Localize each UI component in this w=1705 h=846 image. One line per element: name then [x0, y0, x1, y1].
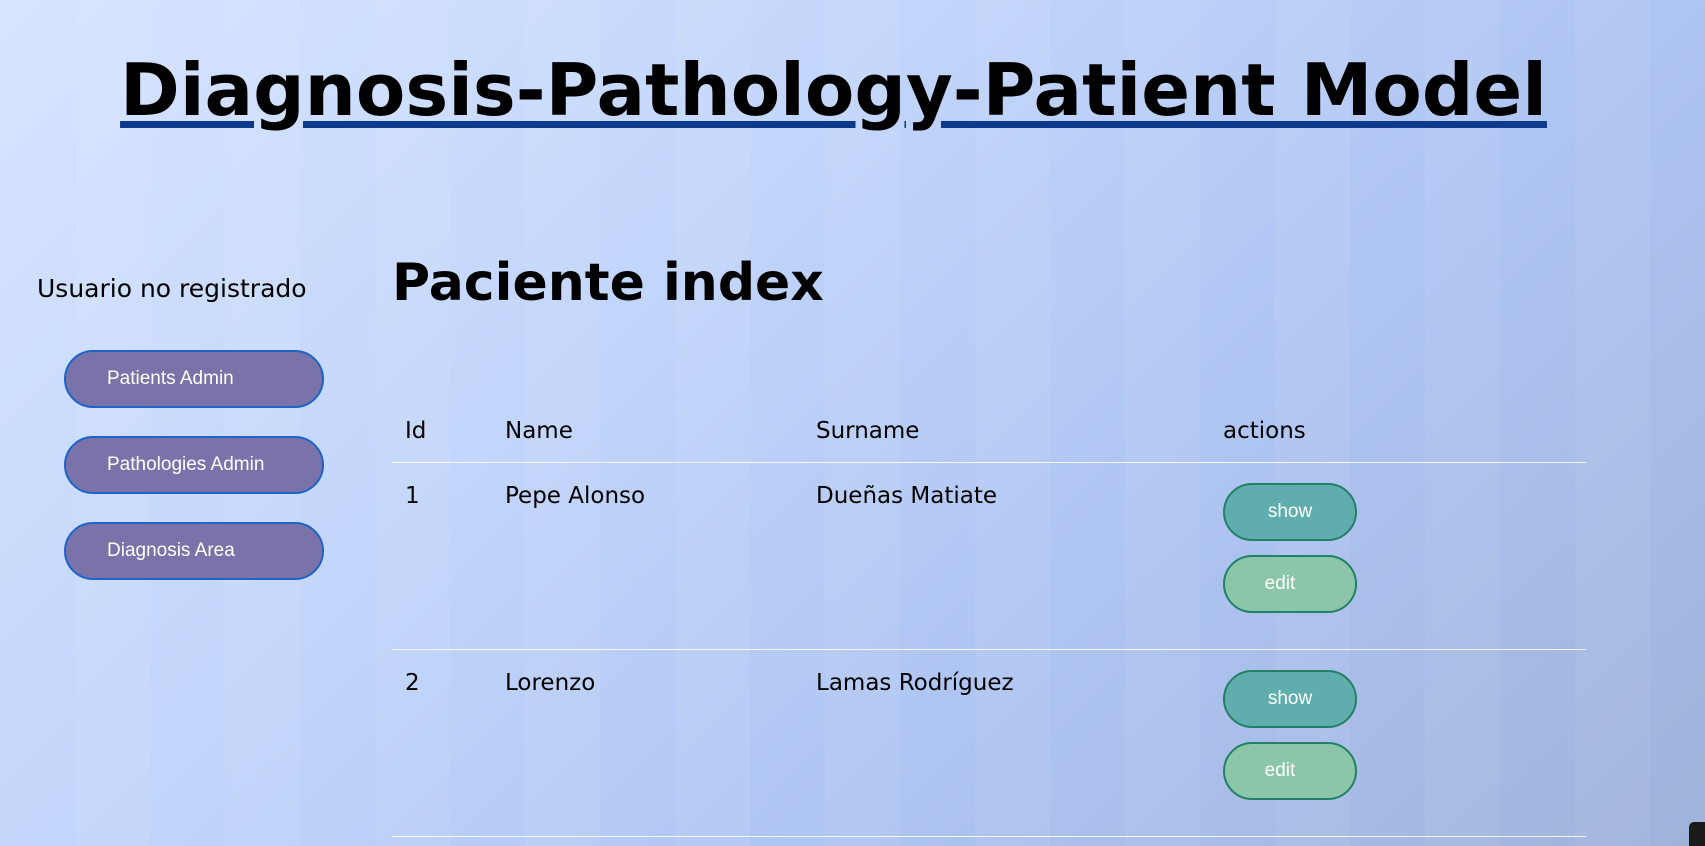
cell-id: 2: [392, 649, 492, 837]
scrollbar-corner[interactable]: [1689, 822, 1705, 846]
main-content: Paciente index Id Name Surname actions 1…: [392, 250, 1586, 837]
patients-table: Id Name Surname actions 1 Pepe Alonso Du…: [392, 400, 1586, 837]
table-row: 1 Pepe Alonso Dueñas Matiate show edit: [392, 462, 1586, 650]
table-header-row: Id Name Surname actions: [392, 400, 1586, 463]
cell-actions: show edit: [1210, 649, 1586, 837]
column-header-actions: actions: [1210, 400, 1586, 463]
site-title-link[interactable]: Diagnosis-Pathology-Patient Model: [120, 48, 1547, 132]
cell-name: Pepe Alonso: [492, 462, 803, 650]
pathologies-admin-button[interactable]: Pathologies Admin: [64, 436, 324, 494]
cell-surname: Lamas Rodríguez: [803, 649, 1210, 837]
column-header-name: Name: [492, 400, 803, 463]
site-title: Diagnosis-Pathology-Patient Model: [0, 46, 1705, 134]
page-title: Paciente index: [392, 253, 824, 313]
diagnosis-area-button[interactable]: Diagnosis Area: [64, 522, 324, 580]
cell-surname: Dueñas Matiate: [803, 462, 1210, 650]
cell-id: 1: [392, 462, 492, 650]
user-status: Usuario no registrado: [37, 274, 307, 303]
column-header-surname: Surname: [803, 400, 1210, 463]
patients-admin-button[interactable]: Patients Admin: [64, 350, 324, 408]
column-header-id: Id: [392, 400, 492, 463]
show-button[interactable]: show: [1223, 669, 1357, 728]
edit-button[interactable]: edit: [1223, 554, 1357, 613]
edit-button[interactable]: edit: [1223, 741, 1357, 800]
table-row: 2 Lorenzo Lamas Rodríguez show edit: [392, 649, 1586, 837]
cell-actions: show edit: [1210, 462, 1586, 650]
cell-name: Lorenzo: [492, 649, 803, 837]
show-button[interactable]: show: [1223, 482, 1357, 541]
